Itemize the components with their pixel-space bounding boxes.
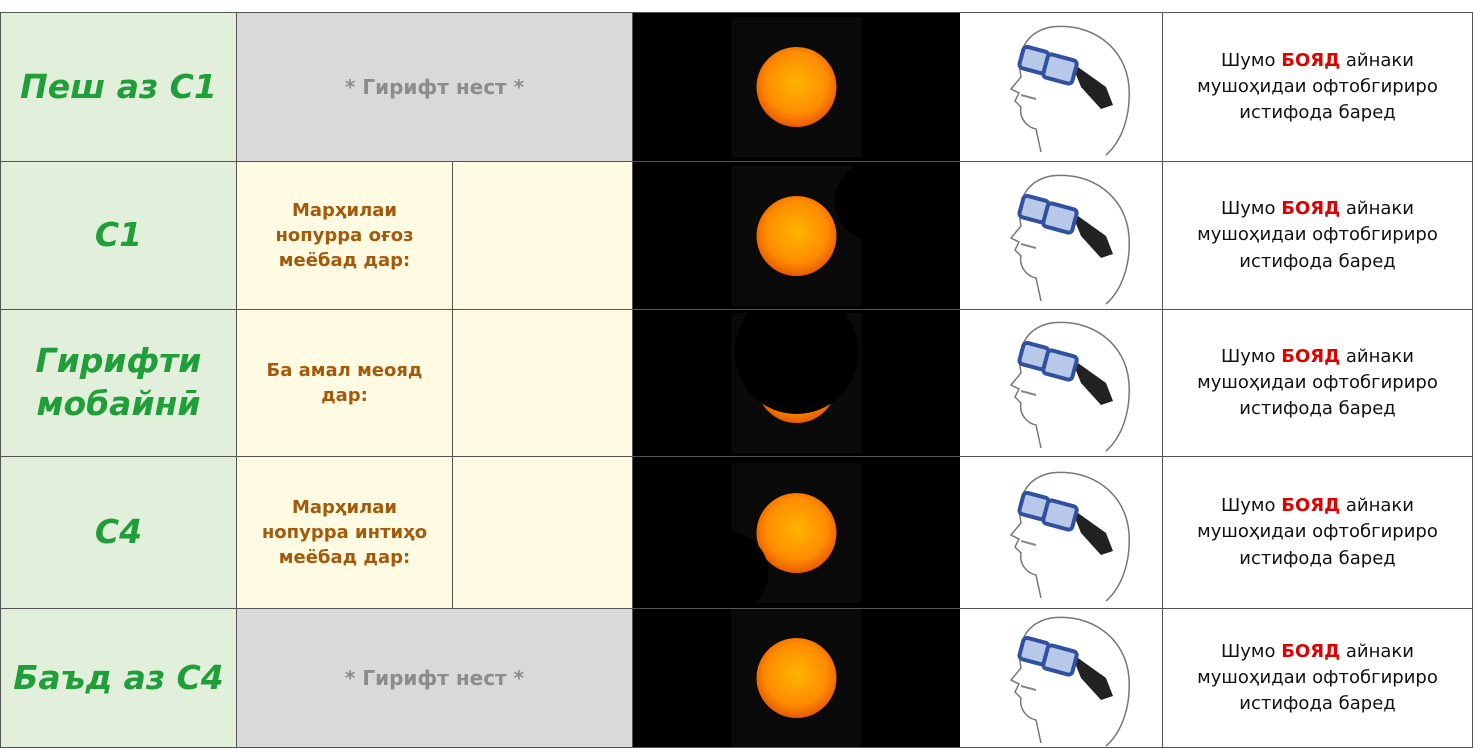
glasses-image (981, 166, 1141, 306)
time-cell (453, 457, 633, 609)
row-label: Баъд аз C4 (0, 609, 237, 748)
advice-text: Шумо БОЯД айнаки мушоҳидаи офтобгириро и… (1171, 493, 1464, 571)
row-label: C4 (0, 457, 237, 609)
glasses-cell (960, 162, 1163, 310)
phase-label: Марҳилаи нопурра интиҳо меёбад дар: (237, 457, 453, 609)
advice-cell: Шумо БОЯД айнаки мушоҳидаи офтобгириро и… (1163, 310, 1473, 457)
sun-image (633, 458, 960, 608)
sun-cell (633, 609, 960, 748)
glasses-cell (960, 310, 1163, 457)
time-cell (453, 310, 633, 457)
sun-cell (633, 162, 960, 310)
sun-cell (633, 310, 960, 457)
sun-cell (633, 457, 960, 609)
sun-image (633, 310, 960, 457)
advice-emphasis: БОЯД (1281, 641, 1340, 662)
sun-image (633, 609, 960, 748)
sun-image (633, 162, 960, 310)
advice-emphasis: БОЯД (1281, 495, 1340, 516)
glasses-image (981, 609, 1141, 748)
glasses-image (981, 313, 1141, 453)
advice-emphasis: БОЯД (1281, 50, 1340, 71)
advice-text: Шумо БОЯД айнаки мушоҳидаи офтобгириро и… (1171, 196, 1464, 274)
advice-cell: Шумо БОЯД айнаки мушоҳидаи офтобгириро и… (1163, 609, 1473, 748)
row-label: C1 (0, 162, 237, 310)
sun-image (633, 12, 960, 162)
advice-text: Шумо БОЯД айнаки мушоҳидаи офтобгириро и… (1171, 48, 1464, 126)
advice-text: Шумо БОЯД айнаки мушоҳидаи офтобгириро и… (1171, 639, 1464, 717)
glasses-image (981, 463, 1141, 603)
row-label: Пеш аз C1 (0, 12, 237, 162)
advice-cell: Шумо БОЯД айнаки мушоҳидаи офтобгириро и… (1163, 162, 1473, 310)
advice-cell: Шумо БОЯД айнаки мушоҳидаи офтобгириро и… (1163, 12, 1473, 162)
phase-label: Марҳилаи нопурра оғоз меёбад дар: (237, 162, 453, 310)
glasses-cell (960, 12, 1163, 162)
advice-before: Шумо (1221, 50, 1276, 71)
advice-before: Шумо (1221, 641, 1276, 662)
glasses-cell (960, 457, 1163, 609)
advice-before: Шумо (1221, 495, 1276, 516)
advice-emphasis: БОЯД (1281, 198, 1340, 219)
no-eclipse: * Гирифт нест * (237, 12, 633, 162)
phase-label: Ба амал меояд дар: (237, 310, 453, 457)
advice-text: Шумо БОЯД айнаки мушоҳидаи офтобгириро и… (1171, 344, 1464, 422)
sun-cell (633, 12, 960, 162)
advice-cell: Шумо БОЯД айнаки мушоҳидаи офтобгириро и… (1163, 457, 1473, 609)
glasses-image (981, 17, 1141, 157)
row-label: Гирифти мобайнӣ (0, 310, 237, 457)
glasses-cell (960, 609, 1163, 748)
advice-emphasis: БОЯД (1281, 346, 1340, 367)
no-eclipse: * Гирифт нест * (237, 609, 633, 748)
time-cell (453, 162, 633, 310)
advice-before: Шумо (1221, 346, 1276, 367)
eclipse-table: Пеш аз C1* Гирифт нест * Шумо БОЯД айнак… (0, 12, 1473, 748)
page: Пеш аз C1* Гирифт нест * Шумо БОЯД айнак… (0, 0, 1473, 748)
advice-before: Шумо (1221, 198, 1276, 219)
